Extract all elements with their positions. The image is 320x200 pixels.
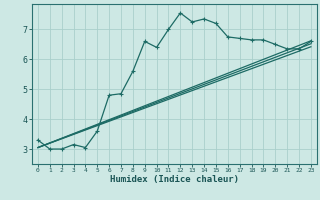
X-axis label: Humidex (Indice chaleur): Humidex (Indice chaleur) [110,175,239,184]
